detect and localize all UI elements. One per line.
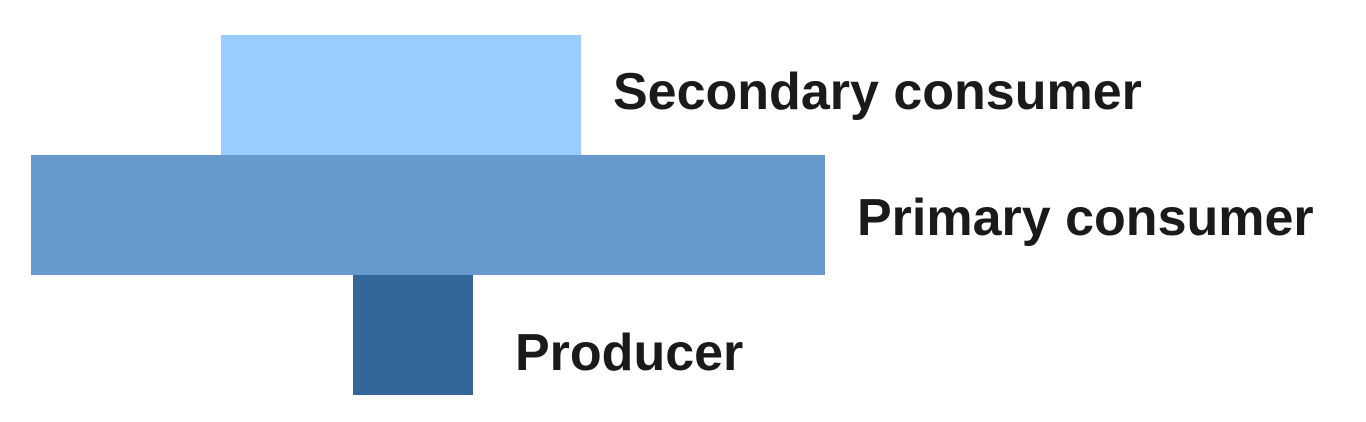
secondary-consumer-label: Secondary consumer	[613, 63, 1142, 121]
primary-consumer-bar	[31, 155, 825, 275]
producer-label: Producer	[515, 324, 744, 382]
producer-bar	[353, 275, 473, 395]
secondary-consumer-bar	[221, 35, 581, 155]
primary-consumer-label: Primary consumer	[857, 189, 1314, 247]
